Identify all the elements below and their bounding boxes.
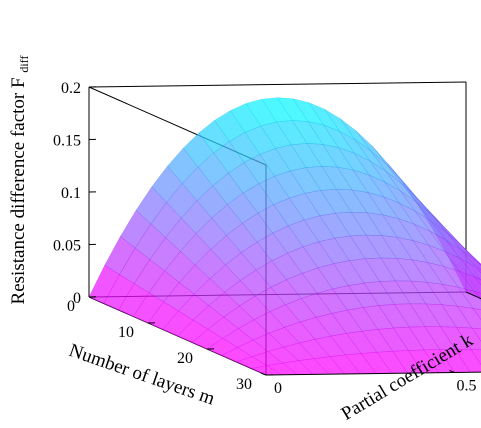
surface-patch [460,258,481,281]
surface-patch [462,245,481,266]
surface-patch [476,261,481,267]
surface-patch [472,308,481,321]
surface-patch [473,290,481,302]
z-tick-label: 0.2 [61,80,81,97]
surface-patch [474,277,481,286]
y-axis-label: Number of layers m [66,340,217,410]
x-tick-label: 0 [274,380,282,397]
surface-patch [461,249,481,271]
z-axis-label: Resistance difference factor F diff [8,56,31,305]
surface [88,97,481,376]
y-tick-label: 30 [236,376,252,393]
box-edge-top-back [88,81,467,88]
z-tick-label: 0.1 [61,185,81,202]
x-tick-mark [260,372,267,376]
y-tick-label: 10 [118,324,134,341]
z-tick-label: 0.15 [53,133,81,150]
surface-patch [475,266,481,274]
surface-patch [456,326,481,351]
surface-patch [477,261,481,265]
z-tick-label: 0.05 [53,238,81,255]
x-tick-label: 0.5 [457,378,477,395]
surface-patch [456,305,481,330]
surface-patch [471,327,481,342]
z-tick-label: 0 [73,290,81,307]
y-tick-label: 20 [177,350,193,367]
surface-patch [458,270,481,294]
surface-patch [457,286,481,311]
x-tick-mark [449,370,455,373]
surface-patch [470,349,481,365]
y-tick-label: 0 [67,298,75,315]
